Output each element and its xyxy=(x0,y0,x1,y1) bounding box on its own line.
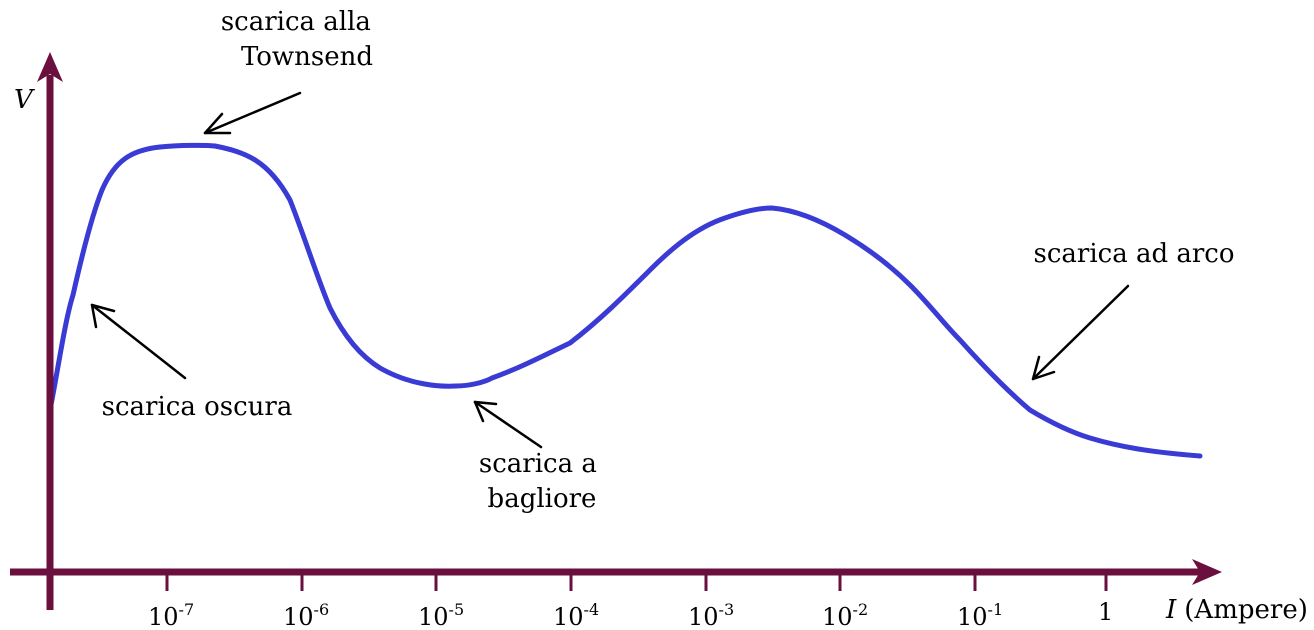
x-axis-arrowhead xyxy=(1192,559,1222,585)
y-axis-arrowhead xyxy=(37,52,63,82)
tick-label: 10-3 xyxy=(688,600,734,630)
tick-label: 10-6 xyxy=(283,600,329,630)
tick-label: 10-5 xyxy=(418,600,464,630)
voltage-current-curve xyxy=(47,142,1203,459)
tick-label: 10-2 xyxy=(822,600,868,630)
x-axis-label: I (Ampere) xyxy=(1165,595,1308,625)
x-tick-marks xyxy=(165,572,1108,591)
arrow-townsend xyxy=(203,91,302,135)
tick-label: 10-4 xyxy=(553,600,599,630)
x-tick-labels: 10-7 10-6 10-5 10-4 10-3 10-2 10-1 1 xyxy=(148,598,1113,630)
arrow-bagliore xyxy=(473,400,543,449)
label-oscura: scarica oscura xyxy=(102,392,293,422)
arrow-arco xyxy=(1031,284,1130,381)
annotation-arrows xyxy=(90,91,1130,449)
y-axis-label: V xyxy=(14,85,35,115)
label-arco: scarica ad arco xyxy=(1033,239,1234,269)
tick-label: 10-1 xyxy=(957,600,1003,630)
arrow-oscura xyxy=(90,303,187,380)
label-townsend: scarica alla Townsend xyxy=(221,7,379,72)
label-bagliore: scarica a bagliore xyxy=(479,449,605,514)
tick-label: 1 xyxy=(1098,598,1113,626)
tick-label: 10-7 xyxy=(148,600,194,630)
